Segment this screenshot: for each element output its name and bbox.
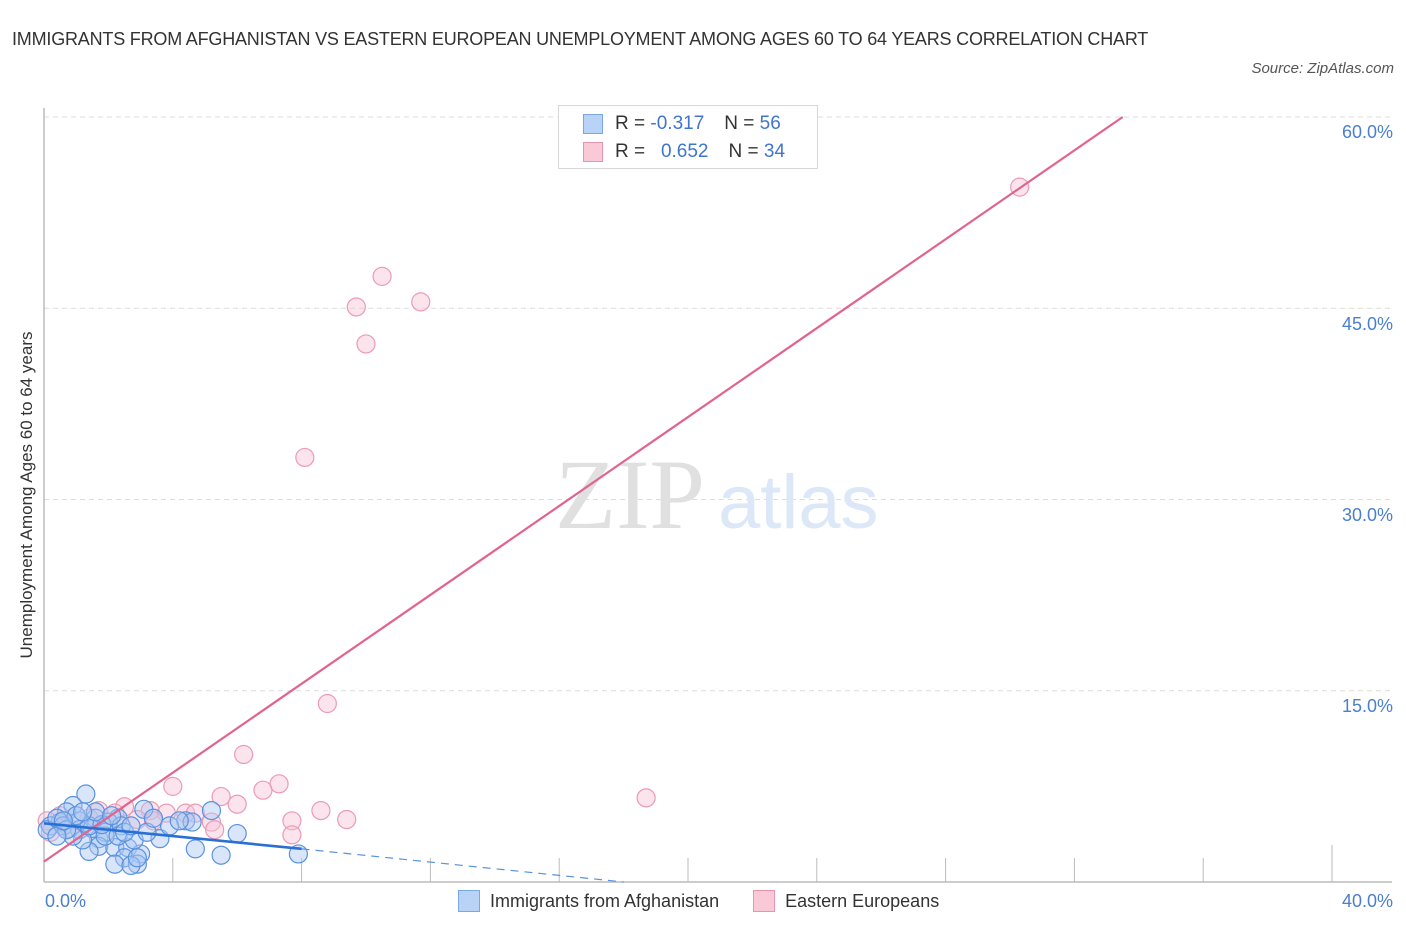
trend-lines <box>43 116 1124 883</box>
svg-text:atlas: atlas <box>718 460 879 545</box>
n-label: N = <box>728 141 759 162</box>
zipatlas-watermark: ZIP atlas <box>555 439 879 550</box>
correlation-legend: R = -0.317 N = 56 R = 0.652 N = 34 <box>558 105 818 169</box>
legend-label: Immigrants from Afghanistan <box>490 890 720 911</box>
pink-swatch-icon <box>753 890 776 912</box>
n-label: N = <box>724 113 755 134</box>
pink-swatch-icon <box>583 142 603 162</box>
legend-label: Eastern Europeans <box>785 890 940 911</box>
series-legend: Immigrants from Afghanistan Eastern Euro… <box>458 890 973 912</box>
blue-swatch-icon <box>583 114 603 134</box>
legend-item-eastern-europeans[interactable]: Eastern Europeans <box>753 890 939 912</box>
source-label: Source: ZipAtlas.com <box>1251 60 1394 77</box>
legend-row-eastern-europeans: R = 0.652 N = 34 <box>583 140 785 164</box>
r-value: -0.317 <box>650 113 705 134</box>
legend-item-afghanistan[interactable]: Immigrants from Afghanistan <box>458 890 719 912</box>
r-label: R = <box>615 141 646 162</box>
x-tick-40: 40.0% <box>1341 891 1393 911</box>
chart-title: IMMIGRANTS FROM AFGHANISTAN VS EASTERN E… <box>12 29 1149 49</box>
y-tick-45: 45.0% <box>1341 314 1393 334</box>
series-eastern-europeans-points <box>37 177 1030 845</box>
y-tick-30: 30.0% <box>1341 505 1393 525</box>
r-label: R = <box>615 113 646 134</box>
gridlines <box>44 116 1392 692</box>
n-value: 56 <box>759 113 781 134</box>
x-tick-0: 0.0% <box>45 891 87 911</box>
r-value: 0.652 <box>660 141 709 162</box>
y-tick-60: 60.0% <box>1341 122 1393 142</box>
y-tick-15: 15.0% <box>1341 696 1393 716</box>
legend-row-afghanistan: R = -0.317 N = 56 <box>583 112 781 136</box>
blue-swatch-icon <box>458 890 480 912</box>
n-value: 34 <box>763 141 786 162</box>
